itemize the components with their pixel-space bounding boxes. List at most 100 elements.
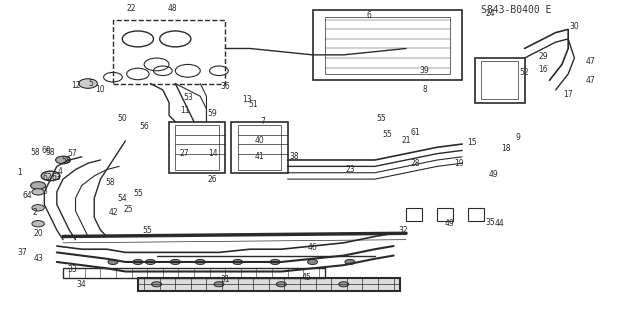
Text: 56: 56	[139, 122, 149, 131]
Circle shape	[79, 79, 98, 88]
Text: 55: 55	[133, 189, 142, 198]
Circle shape	[195, 260, 205, 265]
Text: 4: 4	[58, 167, 63, 176]
Text: 48: 48	[168, 4, 177, 13]
Text: 59: 59	[208, 109, 217, 118]
Text: 19: 19	[454, 159, 464, 168]
Text: 51: 51	[249, 100, 258, 109]
Text: 63: 63	[52, 173, 62, 182]
Bar	[468, 208, 484, 220]
Text: 49: 49	[445, 219, 454, 228]
Text: 14: 14	[208, 149, 217, 158]
Text: 58: 58	[30, 148, 40, 156]
Circle shape	[41, 171, 60, 181]
Text: 62: 62	[42, 173, 52, 182]
Circle shape	[31, 182, 46, 189]
Text: 41: 41	[254, 152, 264, 161]
Text: 10: 10	[96, 85, 105, 94]
Text: 28: 28	[411, 159, 420, 168]
Bar	[113, 20, 225, 84]
Text: 57: 57	[68, 149, 78, 158]
Text: 35: 35	[486, 218, 495, 227]
Text: 21: 21	[401, 136, 411, 145]
Text: 12: 12	[71, 81, 80, 90]
Text: 36: 36	[221, 82, 230, 91]
Text: 30: 30	[569, 22, 579, 31]
Text: 39: 39	[420, 66, 429, 75]
Text: 17: 17	[563, 90, 573, 99]
Bar	[169, 122, 225, 173]
Text: 49: 49	[489, 170, 498, 179]
Text: 47: 47	[585, 76, 595, 85]
Bar	[474, 58, 524, 103]
Circle shape	[276, 282, 286, 287]
Text: S843-B0400 E: S843-B0400 E	[481, 5, 551, 15]
Bar	[175, 125, 219, 170]
Bar	[406, 208, 422, 220]
Text: 50: 50	[118, 114, 127, 123]
Text: 16: 16	[538, 65, 548, 74]
Bar	[481, 61, 518, 100]
Text: 60: 60	[41, 146, 51, 155]
Circle shape	[308, 260, 318, 265]
Bar	[231, 122, 288, 173]
Text: 5: 5	[89, 79, 94, 88]
Text: 13: 13	[242, 95, 252, 104]
Bar	[138, 278, 400, 291]
Circle shape	[146, 260, 156, 265]
Circle shape	[270, 260, 280, 265]
Text: 42: 42	[108, 208, 118, 217]
Text: 64: 64	[22, 190, 32, 200]
Text: 55: 55	[376, 114, 386, 123]
Text: 9: 9	[516, 133, 521, 142]
Text: 38: 38	[289, 152, 299, 161]
Circle shape	[152, 282, 162, 287]
Text: 45: 45	[301, 273, 311, 282]
Text: 7: 7	[260, 117, 265, 126]
Circle shape	[108, 260, 118, 265]
Text: 29: 29	[538, 52, 548, 61]
Text: 26: 26	[208, 175, 217, 184]
Text: 37: 37	[18, 248, 28, 257]
Text: 53: 53	[183, 93, 192, 102]
Circle shape	[171, 260, 180, 265]
Text: 34: 34	[77, 280, 87, 289]
Circle shape	[32, 189, 44, 195]
Text: 55: 55	[142, 226, 152, 235]
Text: 55: 55	[382, 130, 392, 139]
Text: 1: 1	[17, 168, 22, 177]
Text: 32: 32	[398, 226, 408, 235]
Circle shape	[56, 156, 71, 164]
Text: 11: 11	[180, 106, 189, 115]
Text: 58: 58	[46, 148, 56, 156]
Text: 61: 61	[411, 128, 420, 137]
Text: 18: 18	[501, 144, 511, 153]
Text: 58: 58	[105, 178, 114, 187]
Text: 25: 25	[124, 205, 133, 214]
Bar	[238, 125, 281, 170]
Text: 44: 44	[495, 219, 504, 228]
Text: 58: 58	[61, 156, 71, 164]
Text: 54: 54	[118, 194, 127, 203]
Text: 43: 43	[33, 254, 43, 263]
Text: 40: 40	[254, 136, 264, 145]
Text: 6: 6	[366, 11, 371, 20]
Text: 23: 23	[345, 165, 355, 174]
Text: 8: 8	[422, 85, 427, 94]
Bar	[325, 17, 450, 74]
Text: 3: 3	[42, 188, 47, 196]
Circle shape	[339, 282, 349, 287]
Text: 27: 27	[180, 149, 189, 158]
Bar	[438, 208, 452, 220]
Text: 52: 52	[520, 68, 529, 77]
Circle shape	[133, 260, 143, 265]
Bar	[312, 10, 462, 80]
Text: 47: 47	[585, 57, 595, 66]
Text: 33: 33	[68, 265, 78, 275]
Text: 46: 46	[308, 243, 318, 252]
Circle shape	[32, 220, 44, 227]
Text: 24: 24	[486, 9, 495, 18]
Text: 22: 22	[127, 4, 136, 13]
Circle shape	[345, 260, 355, 265]
Circle shape	[214, 282, 224, 287]
